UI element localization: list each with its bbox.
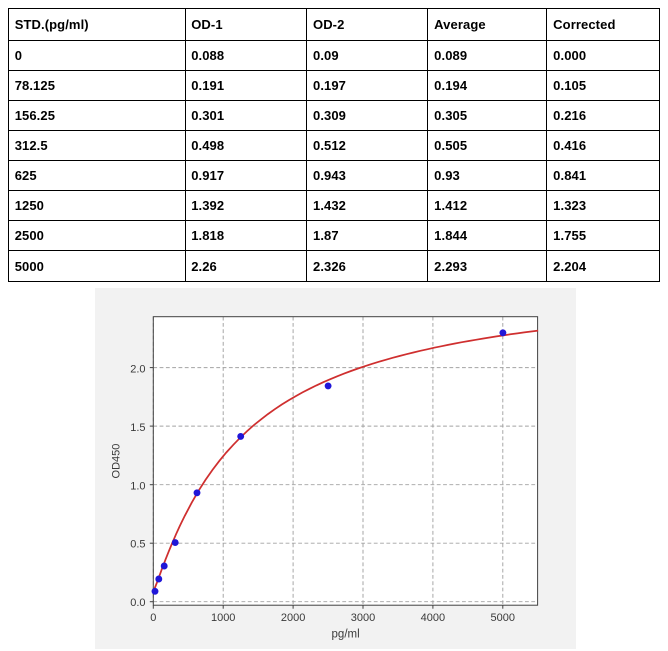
svg-text:0.0: 0.0 [130,597,145,609]
svg-text:0: 0 [150,612,156,624]
svg-text:1000: 1000 [211,612,235,624]
svg-text:1.5: 1.5 [130,422,145,434]
svg-text:pg/ml: pg/ml [332,629,360,641]
svg-text:5000: 5000 [491,612,515,624]
svg-text:OD450: OD450 [111,444,123,479]
svg-text:2000: 2000 [281,612,305,624]
svg-text:2.0: 2.0 [130,364,145,376]
svg-text:1.0: 1.0 [130,480,145,492]
svg-text:0.5: 0.5 [130,539,145,551]
svg-text:3000: 3000 [351,612,375,624]
svg-text:4000: 4000 [421,612,445,624]
